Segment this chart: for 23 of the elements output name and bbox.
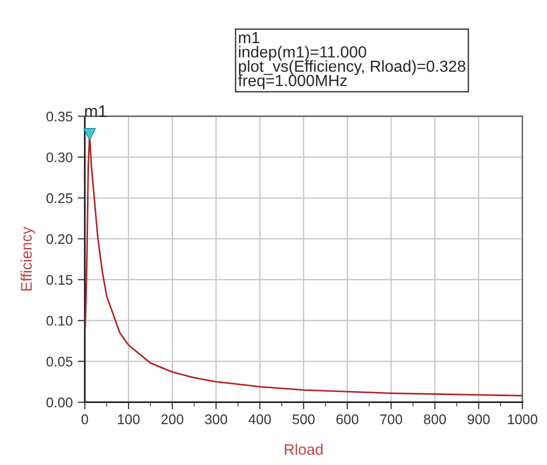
x-tick-label: 400: [248, 414, 271, 424]
y-tick-label: 0.35: [46, 112, 72, 122]
x-tick-label: 200: [161, 414, 184, 424]
x-tick-label: 0: [81, 414, 88, 424]
x-tick-label: 100: [118, 414, 140, 424]
text: m1 indep(m1)=11.000 plot_vs(Efficiency, Rload)=0.328 freq=1.000MHz: [238, 32, 466, 90]
x-tick-label: 300: [205, 414, 228, 424]
y-tick-label: 0.25: [46, 193, 72, 204]
y-tick-label: 0.15: [46, 275, 72, 285]
y-tick-label: 0.20: [46, 234, 72, 244]
x-tick-label: 800: [424, 414, 446, 424]
x-tick-label: 1000: [508, 414, 538, 424]
x-tick-label: 600: [336, 414, 358, 424]
y-tick-label: 0.05: [46, 356, 72, 367]
y-tick-label: 0.10: [46, 316, 72, 326]
x-tick-label: 700: [380, 414, 402, 424]
y-tick-label: 0.30: [46, 152, 72, 162]
annotation: m1: [85, 105, 106, 117]
x-tick-label: 900: [468, 414, 490, 424]
x-tick-label: 500: [292, 414, 315, 424]
y-tick-label: 0.00: [46, 398, 72, 408]
y-axis-title: Efficiency: [20, 226, 35, 291]
x-axis-title: Rload: [284, 444, 323, 455]
